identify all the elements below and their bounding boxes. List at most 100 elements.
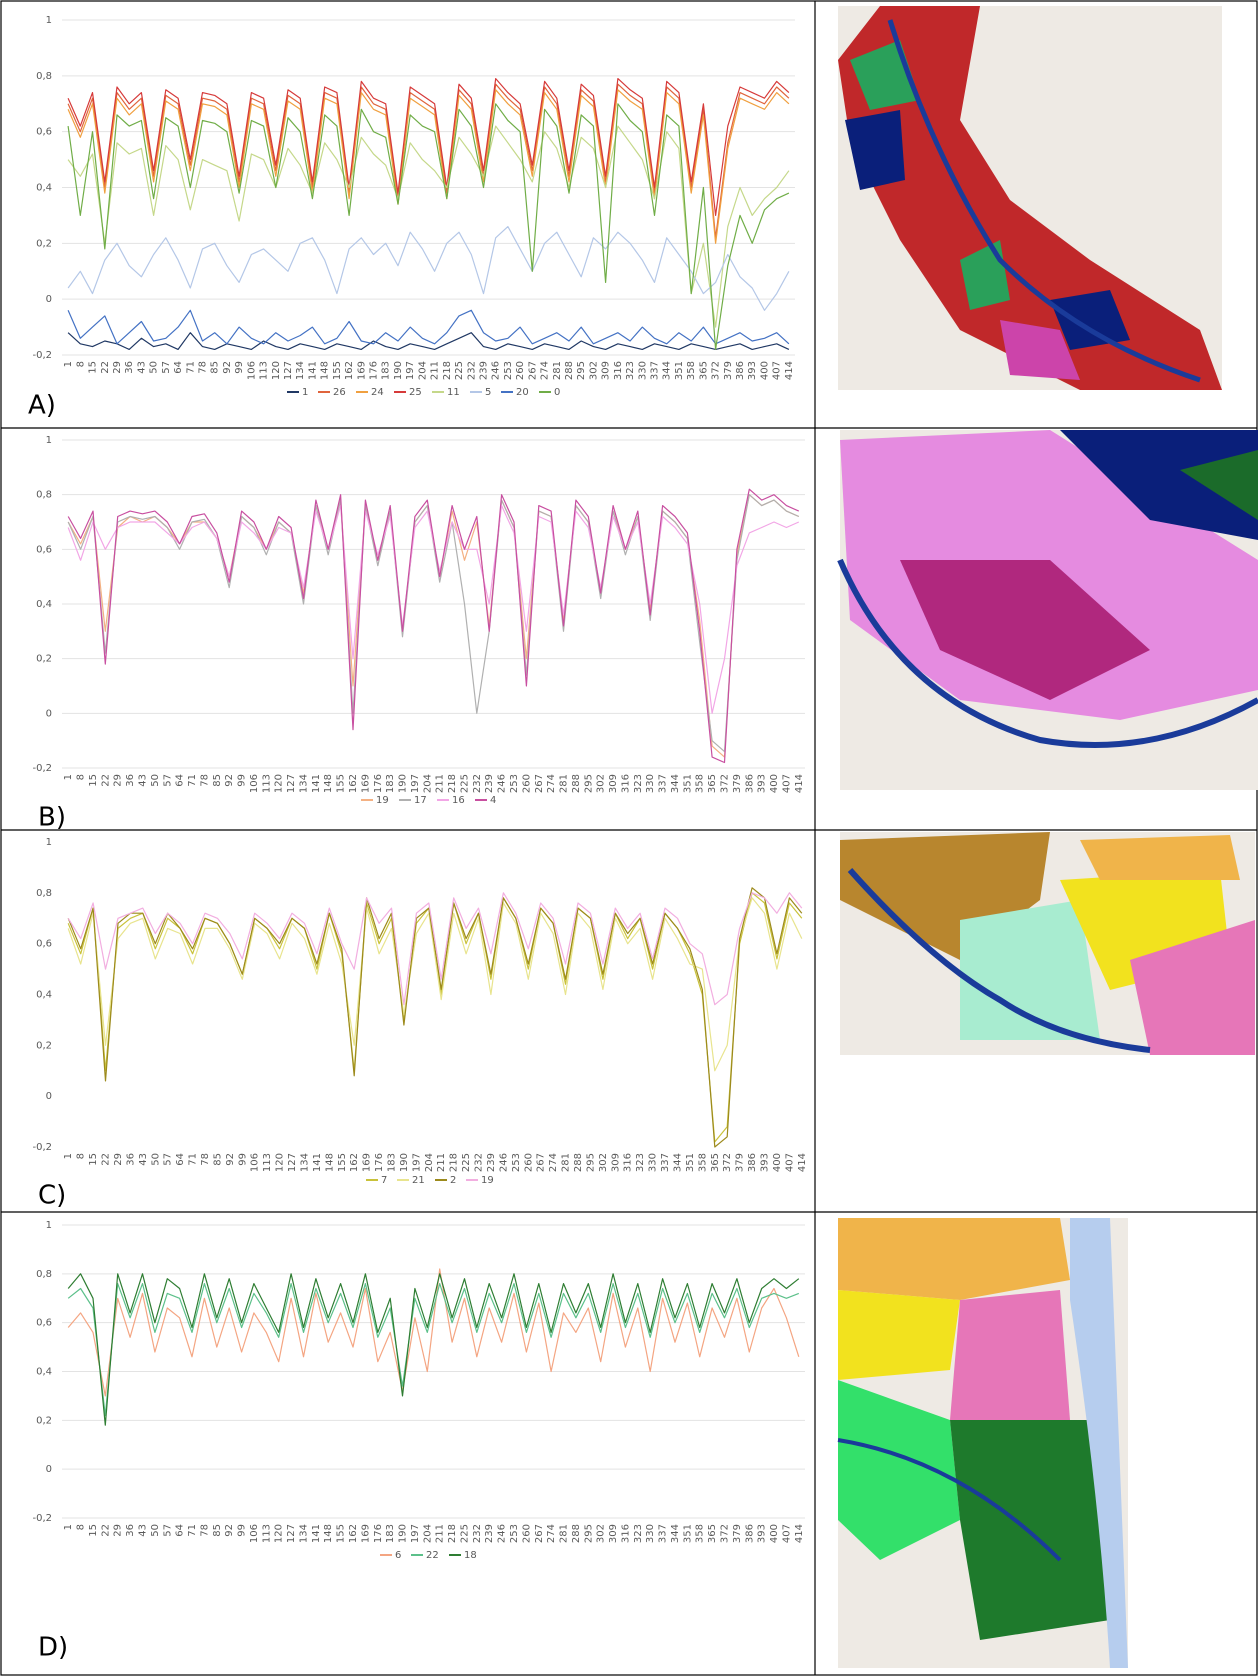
x-tick-label: 71 — [188, 1153, 199, 1166]
x-tick-label: 50 — [150, 1524, 161, 1537]
line-chart: -0,200,20,40,60,811 8 15 22 29 36 43 50 57 64 71 78… — [32, 837, 807, 1211]
x-tick-label: 330 — [637, 361, 648, 380]
y-tick-label: 0,2 — [36, 1415, 52, 1426]
x-tick-label: 197 — [405, 361, 416, 380]
x-tick-label: 1 — [63, 774, 74, 780]
x-tick-label: 43 — [136, 361, 147, 374]
x-tick-label: 386 — [744, 1524, 755, 1543]
x-tick-label: 414 — [794, 1524, 805, 1543]
x-tick-label: 414 — [794, 774, 805, 793]
x-tick-label: 323 — [633, 774, 644, 793]
x-tick-label: 176 — [373, 1524, 384, 1543]
x-tick-label: 337 — [658, 774, 669, 793]
x-tick-label: 288 — [564, 361, 575, 380]
x-tick-label: 232 — [472, 774, 483, 793]
x-tick-label: 176 — [373, 774, 384, 793]
x-tick-label: 148 — [323, 774, 334, 793]
y-tick-label: 0,2 — [36, 1040, 52, 1051]
x-tick-label: 302 — [596, 1524, 607, 1543]
x-tick-label: 372 — [711, 361, 722, 380]
legend-label: 18 — [464, 1550, 477, 1561]
y-tick-label: 0,6 — [36, 544, 52, 555]
legend-label: 11 — [447, 387, 460, 398]
x-tick-label: 246 — [491, 361, 502, 380]
x-tick-label: 393 — [759, 1153, 770, 1172]
x-tick-label: 127 — [286, 774, 297, 793]
legend-label: 1 — [302, 387, 308, 398]
x-tick-label: 78 — [200, 1153, 211, 1166]
y-tick-label: 0,4 — [36, 183, 52, 194]
map-c — [840, 832, 1255, 1055]
x-tick-label: 295 — [583, 1524, 594, 1543]
x-tick-label: 295 — [583, 774, 594, 793]
x-tick-label: 127 — [286, 1524, 297, 1543]
x-tick-label: 85 — [212, 1153, 223, 1166]
x-tick-label: 78 — [199, 1524, 210, 1537]
y-tick-label: 0 — [46, 1464, 52, 1475]
x-tick-label: 57 — [163, 1153, 174, 1166]
y-tick-label: 0,2 — [36, 238, 52, 249]
x-tick-label: 190 — [393, 361, 404, 380]
x-tick-label: 36 — [125, 1524, 136, 1537]
x-tick-label: 190 — [399, 1153, 410, 1172]
x-tick-label: 211 — [430, 361, 441, 380]
x-tick-label: 120 — [274, 774, 285, 793]
x-tick-label: 246 — [497, 1524, 508, 1543]
x-tick-label: 29 — [113, 774, 124, 787]
y-tick-label: 0,6 — [36, 1318, 52, 1329]
map-region — [838, 1380, 960, 1560]
x-tick-label: 232 — [472, 1524, 483, 1543]
x-tick-label: 134 — [295, 361, 306, 380]
x-tick-label: 204 — [422, 1524, 433, 1543]
map-a — [838, 6, 1222, 390]
map-region — [850, 40, 1010, 310]
x-tick-label: 106 — [249, 774, 260, 793]
x-tick-label: 183 — [386, 1153, 397, 1172]
x-tick-label: 99 — [234, 361, 245, 374]
x-tick-label: 386 — [747, 1153, 758, 1172]
x-tick-label: 148 — [323, 1524, 334, 1543]
x-tick-label: 43 — [137, 774, 148, 787]
x-tick-label: 400 — [759, 361, 770, 380]
x-tick-label: 57 — [162, 774, 173, 787]
x-tick-label: 414 — [797, 1153, 808, 1172]
map-region — [838, 1290, 960, 1380]
x-tick-label: 113 — [259, 361, 270, 380]
x-tick-label: 15 — [88, 1153, 99, 1166]
x-tick-label: 379 — [723, 361, 734, 380]
x-tick-label: 393 — [757, 774, 768, 793]
x-tick-label: 36 — [124, 361, 135, 374]
x-tick-label: 8 — [76, 1153, 87, 1159]
series-line — [67, 1283, 800, 1417]
x-tick-label: 295 — [576, 361, 587, 380]
x-tick-label: 64 — [175, 1153, 186, 1166]
x-tick-label: 302 — [598, 1153, 609, 1172]
x-tick-label: 155 — [336, 1524, 347, 1543]
legend-label: 24 — [371, 387, 384, 398]
x-tick-label: 274 — [546, 774, 557, 793]
x-tick-label: 225 — [459, 1524, 470, 1543]
legend-label: 0 — [554, 387, 560, 398]
x-tick-label: 379 — [732, 774, 743, 793]
map-d — [837, 1218, 1128, 1668]
x-tick-label: 50 — [150, 774, 161, 787]
x-tick-label: 64 — [175, 774, 186, 787]
x-tick-label: 232 — [466, 361, 477, 380]
x-tick-label: 281 — [559, 1524, 570, 1543]
legend-label: 6 — [395, 1550, 401, 1561]
x-tick-label: 225 — [459, 774, 470, 793]
x-tick-label: 218 — [447, 1524, 458, 1543]
legend-label: 25 — [409, 387, 422, 398]
legend-label: 16 — [452, 795, 465, 806]
x-tick-label: 365 — [707, 1524, 718, 1543]
series-line — [67, 89, 790, 244]
x-tick-label: 162 — [344, 361, 355, 380]
x-tick-label: 239 — [484, 1524, 495, 1543]
y-tick-label: -0,2 — [32, 1513, 52, 1524]
x-tick-label: 148 — [324, 1153, 335, 1172]
x-tick-label: 204 — [422, 774, 433, 793]
x-tick-label: 316 — [613, 361, 624, 380]
x-tick-label: 218 — [449, 1153, 460, 1172]
map-region — [950, 1290, 1070, 1420]
x-tick-label: 400 — [769, 1524, 780, 1543]
